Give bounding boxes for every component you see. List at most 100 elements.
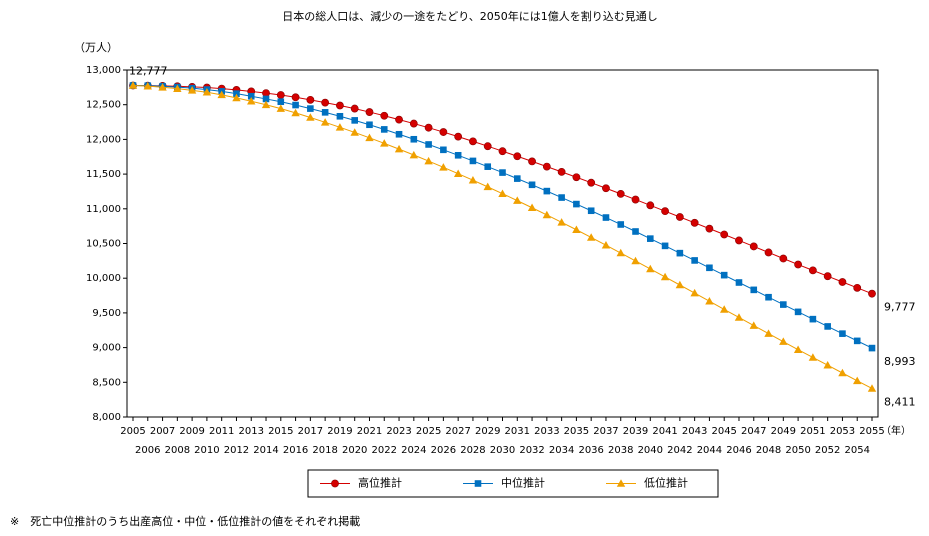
- y-tick-label: 12,000: [86, 134, 121, 145]
- x-tick-label: 2027: [445, 426, 470, 437]
- marker: [632, 228, 639, 235]
- chart-title: 日本の総人口は、減少の一途をたどり、2050年には1億人を割り込む見通し: [282, 9, 658, 23]
- marker: [158, 83, 167, 91]
- x-tick-label: 2033: [534, 426, 559, 437]
- marker: [824, 323, 831, 330]
- marker: [261, 100, 271, 109]
- marker: [868, 289, 876, 298]
- marker: [734, 313, 744, 321]
- marker: [661, 207, 669, 216]
- marker: [853, 376, 862, 385]
- marker: [735, 236, 743, 245]
- marker: [336, 112, 344, 120]
- marker: [380, 111, 389, 120]
- marker: [351, 117, 358, 124]
- marker: [217, 90, 226, 99]
- x-tick-label: 2012: [224, 445, 249, 456]
- x-tick-label: 2026: [431, 445, 456, 456]
- marker: [735, 279, 743, 286]
- series-line: [132, 84, 873, 389]
- y-tick-label: 9,500: [92, 308, 121, 319]
- marker: [276, 91, 285, 99]
- marker: [823, 361, 832, 369]
- x-tick-label: 2045: [711, 426, 736, 437]
- marker: [690, 218, 699, 227]
- marker: [780, 301, 787, 308]
- x-tick-label: 2020: [342, 445, 367, 456]
- marker: [573, 200, 580, 208]
- marker: [794, 308, 802, 316]
- marker: [749, 242, 758, 251]
- x-tick-label: 2040: [638, 445, 663, 456]
- marker: [454, 132, 463, 141]
- marker: [601, 240, 611, 249]
- x-tick-label: 2022: [372, 445, 397, 456]
- x-tick-label: 2008: [165, 445, 190, 456]
- marker: [838, 368, 847, 377]
- marker: [409, 150, 419, 159]
- marker: [128, 81, 138, 89]
- x-tick-label: 2038: [608, 445, 633, 456]
- marker: [543, 187, 551, 195]
- x-tick-label: 2018: [312, 445, 337, 456]
- marker: [276, 104, 285, 112]
- x-tick-label: 2017: [298, 426, 323, 437]
- x-tick-label: 2037: [593, 426, 618, 437]
- marker: [616, 479, 626, 487]
- marker: [675, 213, 684, 221]
- marker: [483, 182, 492, 191]
- y-tick-label: 11,500: [86, 169, 121, 180]
- marker: [839, 330, 846, 337]
- marker: [794, 260, 802, 269]
- x-tick-label: 2055: [859, 426, 884, 437]
- marker: [440, 146, 447, 154]
- legend-box: [307, 469, 719, 498]
- marker: [350, 104, 359, 113]
- marker: [868, 344, 876, 352]
- data-label: 12,777: [129, 64, 168, 77]
- marker: [764, 329, 773, 337]
- marker: [469, 157, 477, 165]
- marker: [572, 225, 581, 234]
- marker: [453, 169, 463, 177]
- y-tick-label: 9,000: [92, 343, 121, 354]
- legend-label: 高位推計: [358, 476, 402, 490]
- marker: [690, 288, 699, 297]
- x-tick-label: 2049: [771, 426, 796, 437]
- y-tick-label: 8,000: [92, 412, 121, 423]
- marker: [764, 248, 773, 257]
- marker: [631, 256, 640, 265]
- x-tick-label: 2034: [549, 445, 574, 456]
- x-tick-label: 2046: [726, 445, 751, 456]
- marker: [291, 93, 300, 102]
- marker: [616, 189, 625, 198]
- x-tick-label: 2010: [194, 445, 219, 456]
- marker: [808, 353, 818, 361]
- x-tick-label: 2050: [785, 445, 810, 456]
- x-tick-label: 2011: [209, 426, 234, 437]
- marker: [779, 337, 788, 345]
- marker: [307, 105, 314, 112]
- data-label: 9,777: [884, 301, 916, 314]
- marker: [143, 81, 152, 90]
- x-tick-label: 2043: [682, 426, 707, 437]
- marker: [542, 210, 552, 219]
- marker: [454, 151, 462, 159]
- marker: [720, 230, 729, 239]
- marker: [439, 128, 448, 136]
- x-tick-label: 2051: [800, 426, 825, 437]
- marker: [528, 181, 536, 189]
- marker: [749, 321, 758, 329]
- marker: [425, 141, 432, 148]
- marker: [262, 95, 270, 103]
- x-tick-label: 2048: [756, 445, 781, 456]
- marker: [557, 218, 566, 226]
- marker: [395, 130, 403, 138]
- marker: [321, 109, 329, 116]
- x-tick-label: 2052: [815, 445, 840, 456]
- marker: [586, 233, 596, 241]
- x-tick-label: 2021: [357, 426, 382, 437]
- marker: [705, 224, 714, 233]
- marker: [380, 126, 388, 133]
- x-tick-label: 2013: [239, 426, 264, 437]
